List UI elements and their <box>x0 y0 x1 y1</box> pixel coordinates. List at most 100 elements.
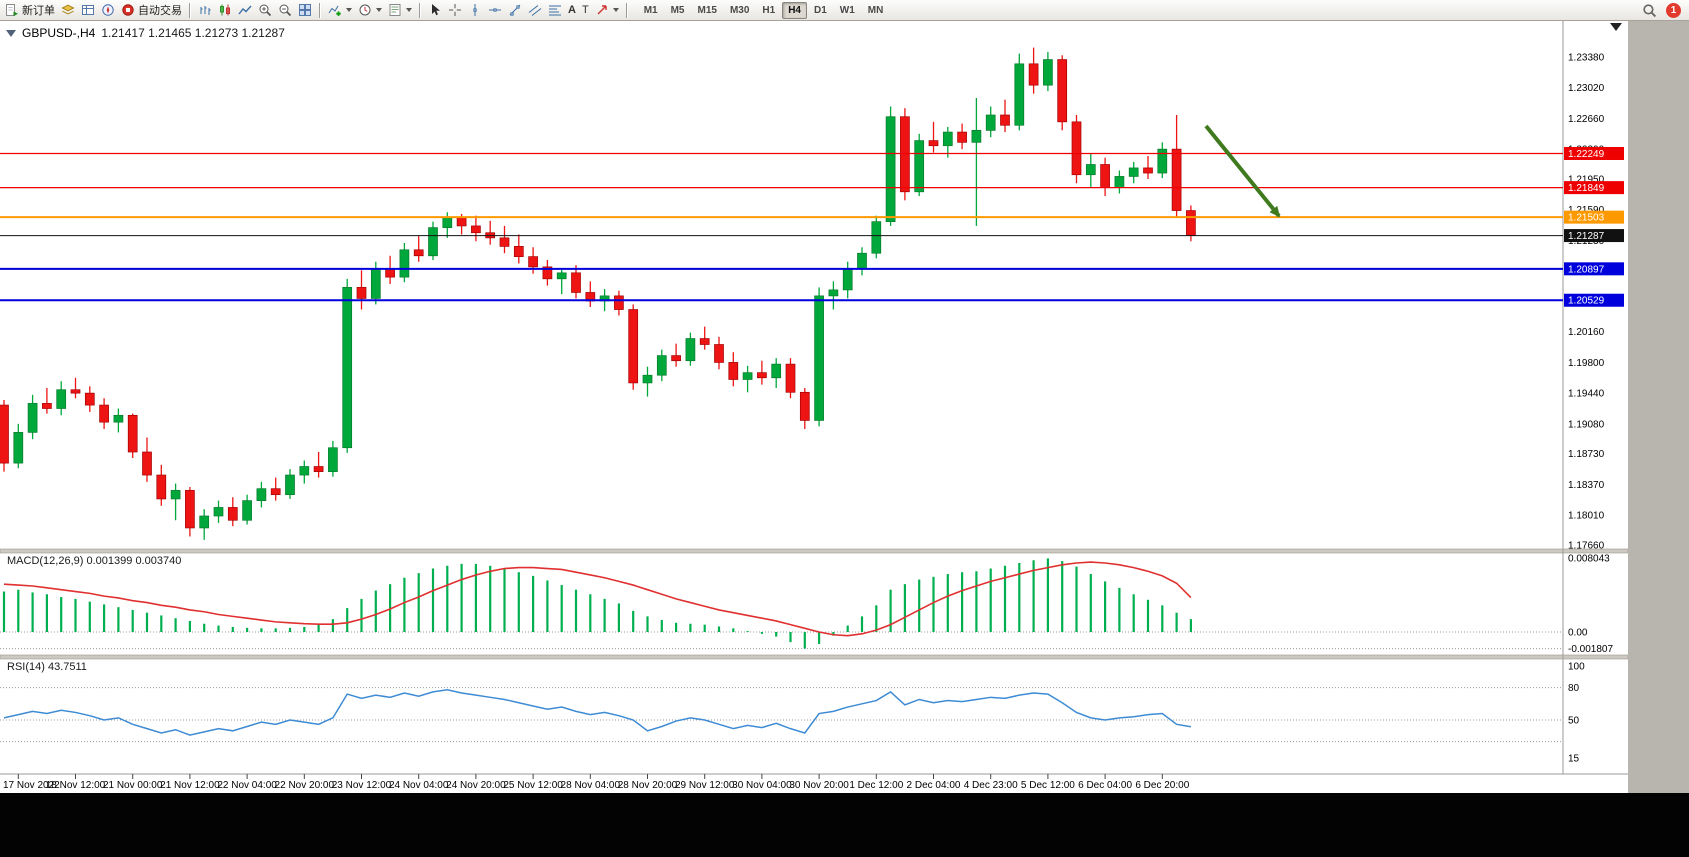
candle-body <box>1143 167 1153 174</box>
time-axis-label: 30 Nov 04:00 <box>732 780 792 791</box>
zoom-out-button[interactable] <box>275 1 295 19</box>
price-badge-label: 1.21849 <box>1568 183 1605 194</box>
search-button[interactable] <box>1639 1 1660 19</box>
candlestick-mode-button[interactable] <box>215 1 235 19</box>
candle-body <box>942 131 953 147</box>
timeframe-button-h4[interactable]: H4 <box>782 1 807 19</box>
candle-body <box>871 221 882 254</box>
fibonacci-icon <box>548 3 562 17</box>
candle-body <box>113 414 124 423</box>
rsi-value: 43.7511 <box>47 661 87 673</box>
bar-chart-icon <box>198 3 212 17</box>
trendline-tool-button[interactable] <box>505 1 525 19</box>
tile-windows-button[interactable] <box>295 1 315 19</box>
periods-button[interactable] <box>355 1 385 19</box>
price-axis-label: 1.17660 <box>1568 541 1605 552</box>
profiles-button[interactable] <box>58 1 78 19</box>
line-chart-mode-button[interactable] <box>235 1 255 19</box>
autotrading-button[interactable]: 自动交易 <box>118 1 185 19</box>
horizontal-line-tool-button[interactable] <box>485 1 505 19</box>
rsi-scale-label: 100 <box>1568 662 1585 673</box>
chevron-down-icon <box>612 8 619 12</box>
candle-body <box>1028 63 1039 86</box>
text-tool-button[interactable]: A <box>565 1 579 19</box>
candle-body <box>1100 164 1110 188</box>
candle-body <box>971 130 982 143</box>
candle-body <box>1186 210 1196 236</box>
new-order-button[interactable]: 新订单 <box>2 1 58 19</box>
arrows-tool-button[interactable] <box>592 1 622 19</box>
timeframe-button-m15[interactable]: M15 <box>697 4 717 16</box>
timeframe-button-m30[interactable]: M30 <box>729 4 750 16</box>
candle-body <box>213 507 224 517</box>
candle-body <box>428 227 438 257</box>
candle-body <box>299 466 310 476</box>
new-order-label: 新订单 <box>22 5 55 17</box>
candle-body <box>42 403 52 409</box>
candle-body <box>328 447 338 472</box>
price-badge <box>1564 146 1624 160</box>
candle-body <box>714 344 724 363</box>
timeframe-button-m1[interactable]: M1 <box>643 4 658 16</box>
notification-badge[interactable]: 1 <box>1666 2 1681 18</box>
candle-body <box>285 474 295 496</box>
price-axis-label: 1.19800 <box>1568 358 1605 369</box>
candle-body <box>256 488 267 501</box>
time-axis-label: 23 Nov 12:00 <box>332 780 392 791</box>
vertical-line-tool-button[interactable] <box>465 1 485 19</box>
rsi-scale-label: 80 <box>1568 683 1580 694</box>
bar-chart-mode-button[interactable] <box>195 1 215 19</box>
chart-window: 1.233801.230201.226601.223001.219501.215… <box>0 21 1629 793</box>
trend-arrow[interactable] <box>1204 124 1281 218</box>
timeframe-button-w1[interactable]: W1 <box>839 4 855 16</box>
macd-scale-label: -0.001807 <box>1568 644 1613 655</box>
macd-scale-label: 0.00 <box>1568 628 1588 639</box>
panel-separator[interactable] <box>0 548 1629 554</box>
chart-shift-marker[interactable] <box>1610 23 1622 31</box>
cursor-tool-button[interactable] <box>425 1 445 19</box>
vertical-line-icon <box>468 3 482 17</box>
templates-button[interactable] <box>385 1 415 19</box>
time-axis-label: 24 Nov 20:00 <box>446 780 506 791</box>
timeframe-button-d1[interactable]: D1 <box>814 4 827 16</box>
candle-body <box>499 237 510 247</box>
price-badge-label: 1.20897 <box>1568 264 1605 275</box>
timeframe-button-m5[interactable]: M5 <box>670 4 685 16</box>
candle-body <box>399 249 410 278</box>
timeframe-button-mn[interactable]: MN <box>867 4 884 16</box>
time-axis-label: 22 Nov 04:00 <box>217 780 277 791</box>
macd-scale-label: 0.008043 <box>1568 554 1610 565</box>
chart-canvas[interactable]: 1.233801.230201.226601.223001.219501.215… <box>0 21 1629 793</box>
template-icon <box>388 3 402 17</box>
zoom-in-button[interactable] <box>255 1 275 19</box>
price-axis-label: 1.19080 <box>1568 419 1605 430</box>
time-axis-label: 6 Dec 20:00 <box>1135 780 1189 791</box>
candle-body <box>900 116 910 193</box>
crosshair-tool-button[interactable] <box>445 1 465 19</box>
one-click-trading-icon[interactable] <box>6 29 16 37</box>
rsi-indicator-label: RSI(14) 43.7511 <box>7 661 87 673</box>
candle-body <box>456 217 467 227</box>
candle-body <box>571 272 581 293</box>
price-axis-label: 1.18730 <box>1568 449 1605 460</box>
price-axis-label: 1.18010 <box>1568 511 1605 522</box>
candle-body <box>0 404 9 464</box>
candle-body <box>799 391 810 421</box>
timeframe-button-h1[interactable]: H1 <box>762 4 776 16</box>
candle-body <box>1157 148 1168 174</box>
candle-body <box>313 466 324 472</box>
navigator-button[interactable] <box>98 1 118 19</box>
candle-body <box>642 374 653 384</box>
channel-tool-button[interactable] <box>525 1 545 19</box>
time-axis-label: 4 Dec 23:00 <box>964 780 1018 791</box>
price-axis-label: 1.19440 <box>1568 389 1605 400</box>
label-tool-button[interactable]: T <box>579 1 592 19</box>
indicators-button[interactable] <box>325 1 355 19</box>
fibonacci-tool-button[interactable] <box>545 1 565 19</box>
candle-body <box>199 515 210 529</box>
candle-body <box>170 490 181 500</box>
market-watch-button[interactable] <box>78 1 98 19</box>
candle-body <box>142 451 152 476</box>
panel-separator[interactable] <box>0 654 1629 660</box>
time-axis-label: 30 Nov 20:00 <box>789 780 849 791</box>
